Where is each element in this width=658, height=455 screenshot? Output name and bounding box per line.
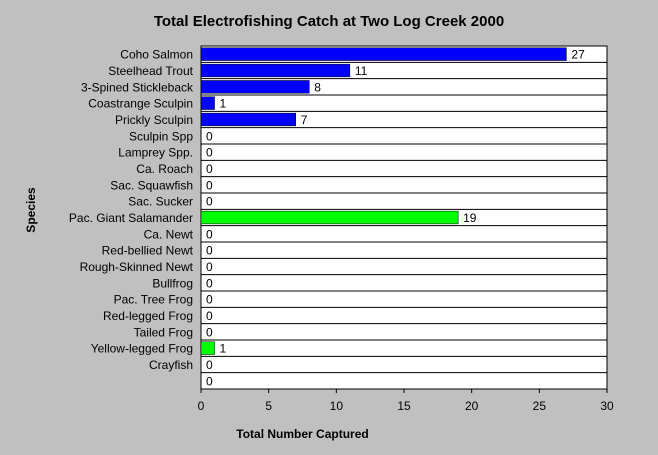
category-tick-label: Sac. Squawfish (110, 178, 193, 192)
data-label: 0 (206, 276, 213, 290)
category-tick-label: Pac. Giant Salamander (69, 211, 193, 225)
category-tick-label: Coho Salmon (120, 48, 193, 62)
data-label: 19 (463, 211, 477, 225)
x-tick-label: 10 (330, 399, 344, 413)
category-tick-label: Yellow-legged Frog (91, 342, 193, 356)
category-tick-label: Bullfrog (152, 276, 193, 290)
data-label: 1 (220, 342, 227, 356)
category-tick-label: Crayfish (149, 358, 193, 372)
data-label: 0 (206, 195, 213, 209)
category-labels: Coho Salmon Steelhead Trout 3-Spined Stick… (69, 48, 194, 372)
category-tick-label: Red-bellied Newt (102, 244, 194, 258)
data-label: 0 (206, 374, 213, 388)
data-label: 0 (206, 146, 213, 160)
x-tick-label: 30 (600, 399, 614, 413)
data-label: 0 (206, 227, 213, 241)
bar (200, 210, 459, 225)
category-tick-label: Pac. Tree Frog (114, 293, 193, 307)
category-tick-label: Ca. Roach (136, 162, 193, 176)
bar (200, 96, 215, 110)
x-tick-label: 15 (397, 399, 411, 413)
category-tick-label: Tailed Frog (134, 325, 193, 339)
category-tick-label: Red-legged Frog (103, 309, 193, 323)
category-tick-label: 3-Spined Stickleback (81, 80, 194, 94)
bar (200, 112, 296, 127)
category-tick-label: Sac. Sucker (128, 195, 193, 209)
bar (200, 63, 351, 78)
data-label: 7 (301, 113, 308, 127)
x-tick-label: 20 (465, 399, 479, 413)
data-label: 1 (220, 97, 227, 111)
data-label: 0 (206, 309, 213, 323)
bar (200, 47, 567, 61)
data-label: 0 (206, 358, 213, 372)
data-label: 0 (206, 178, 213, 192)
data-label: 8 (314, 80, 321, 94)
bar (200, 80, 310, 94)
category-tick-label: Coastrange Sculpin (88, 97, 193, 111)
x-axis-label: Total Number Captured (236, 427, 369, 441)
data-label: 0 (206, 129, 213, 143)
bar (200, 341, 215, 355)
data-label: 27 (571, 48, 585, 62)
x-tick-label: 5 (265, 399, 272, 413)
data-label: 0 (206, 244, 213, 258)
category-tick-label: Sculpin Spp (129, 129, 193, 143)
category-tick-label: Prickly Sculpin (115, 113, 193, 127)
x-tick-label: 25 (533, 399, 547, 413)
data-label: 0 (206, 293, 213, 307)
category-tick-label: Rough-Skinned Newt (80, 260, 194, 274)
data-label: 0 (206, 325, 213, 339)
data-label: 11 (355, 64, 368, 78)
category-tick-label: Lamprey Spp. (118, 146, 193, 160)
chart-title: Total Electrofishing Catch at Two Log Cr… (153, 13, 505, 30)
category-tick-label: Steelhead Trout (108, 64, 193, 78)
x-tick-label: 0 (198, 399, 205, 413)
category-tick-label: Ca. Newt (144, 227, 194, 241)
grid-lines (201, 61, 607, 374)
data-label: 0 (206, 162, 213, 176)
data-label: 0 (206, 260, 213, 274)
bars (200, 47, 567, 355)
x-axis-ticks: 0 5 10 15 20 25 30 (198, 389, 614, 413)
